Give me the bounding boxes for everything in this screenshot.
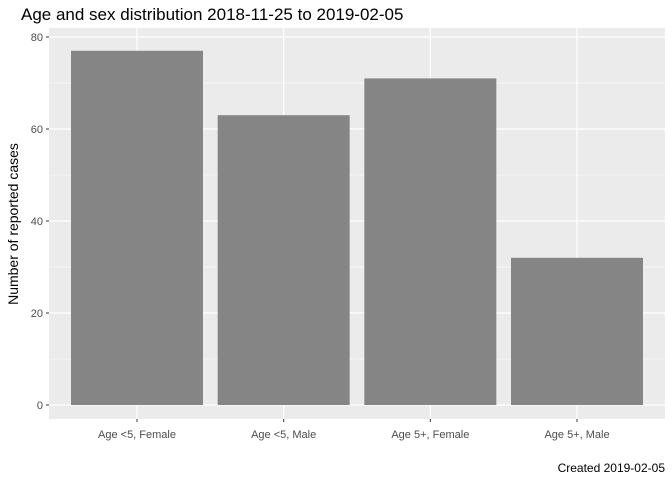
x-tick-label: Age <5, Male	[251, 429, 316, 441]
y-axis-label: Number of reported cases	[5, 143, 21, 305]
y-tick-label: 0	[37, 400, 43, 412]
y-tick-label: 20	[31, 308, 43, 320]
bar	[364, 78, 497, 406]
bar	[71, 50, 203, 406]
y-tick-label: 40	[31, 216, 43, 228]
x-tick-label: Age 5+, Female	[391, 429, 469, 441]
y-tick-label: 60	[31, 124, 43, 136]
y-tick-label: 80	[31, 32, 43, 44]
bar	[511, 257, 643, 405]
caption: Created 2019-02-05	[558, 461, 666, 475]
x-tick-label: Age <5, Female	[98, 429, 176, 441]
chart-title: Age and sex distribution 2018-11-25 to 2…	[21, 5, 403, 24]
x-tick-label: Age 5+, Male	[544, 429, 609, 441]
bars	[71, 50, 643, 406]
x-axis: Age <5, Female Age <5, Male Age 5+, Female…	[98, 419, 610, 441]
y-axis: 0 20 40 60 80	[31, 32, 49, 412]
bar	[217, 115, 350, 405]
